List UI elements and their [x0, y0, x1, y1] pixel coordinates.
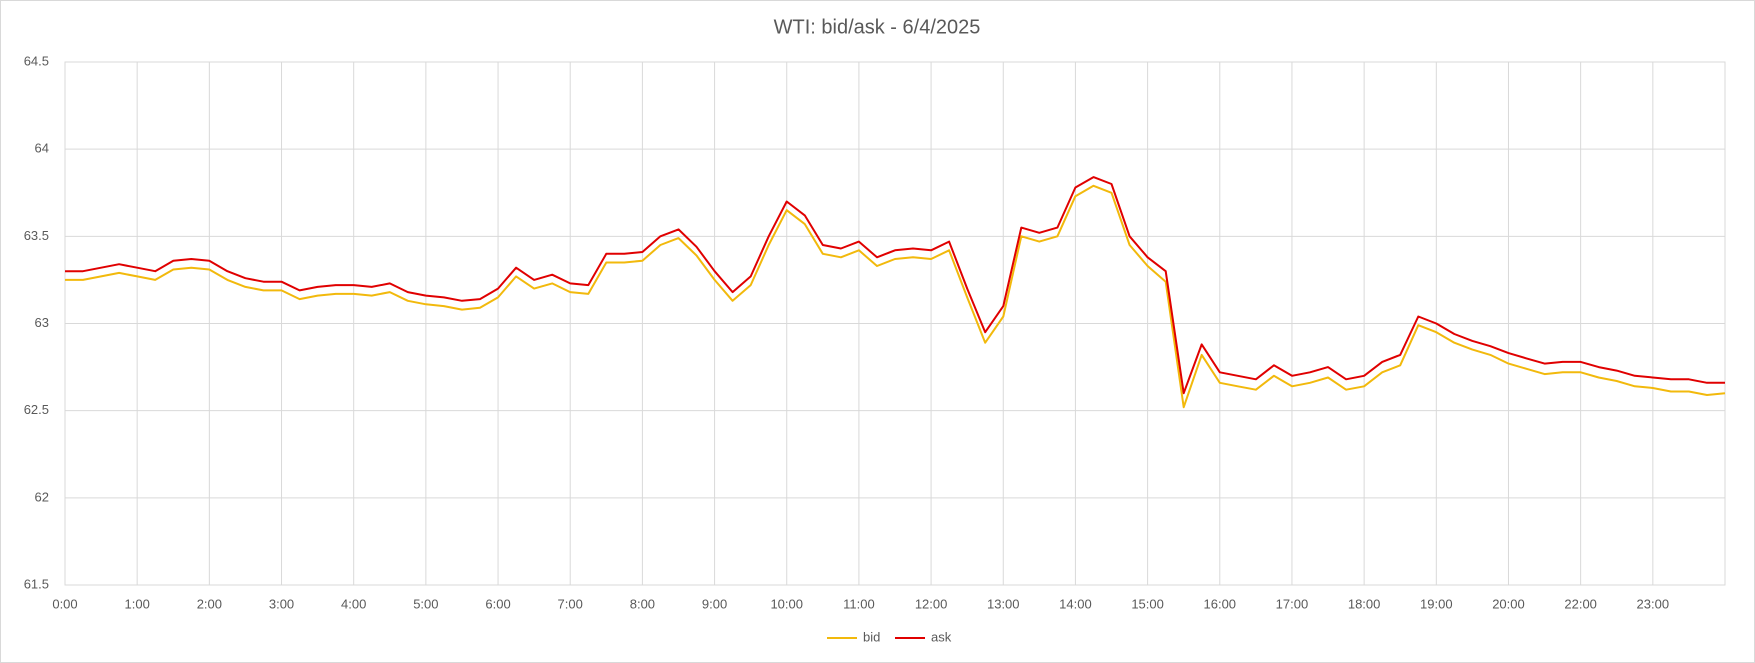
- x-tick-label: 18:00: [1348, 596, 1381, 611]
- series-line: [65, 184, 1726, 409]
- x-tick-label: 22:00: [1564, 596, 1597, 611]
- y-tick-label: 62.5: [24, 402, 49, 417]
- x-tick-label: 1:00: [125, 596, 150, 611]
- x-tick-label: 13:00: [987, 596, 1020, 611]
- x-tick-label: 19:00: [1420, 596, 1453, 611]
- x-tick-label: 4:00: [341, 596, 366, 611]
- x-tick-label: 17:00: [1276, 596, 1309, 611]
- x-tick-label: 5:00: [413, 596, 438, 611]
- x-tick-label: 9:00: [702, 596, 727, 611]
- legend-label: ask: [931, 629, 952, 644]
- x-tick-label: 6:00: [485, 596, 510, 611]
- y-tick-label: 61.5: [24, 576, 49, 591]
- x-tick-label: 0:00: [52, 596, 77, 611]
- x-tick-label: 23:00: [1637, 596, 1670, 611]
- y-tick-label: 64: [35, 141, 49, 156]
- x-tick-label: 16:00: [1204, 596, 1237, 611]
- x-tick-label: 10:00: [770, 596, 803, 611]
- legend-label: bid: [863, 629, 880, 644]
- x-tick-label: 12:00: [915, 596, 948, 611]
- x-tick-label: 20:00: [1492, 596, 1525, 611]
- y-tick-label: 63.5: [24, 228, 49, 243]
- x-tick-label: 15:00: [1131, 596, 1164, 611]
- y-tick-label: 64.5: [24, 53, 49, 68]
- y-tick-label: 63: [35, 315, 49, 330]
- x-tick-label: 11:00: [843, 596, 875, 611]
- chart-title: WTI: bid/ask - 6/4/2025: [774, 16, 981, 38]
- x-tick-label: 2:00: [197, 596, 222, 611]
- x-tick-label: 8:00: [630, 596, 655, 611]
- x-tick-label: 14:00: [1059, 596, 1092, 611]
- x-tick-label: 7:00: [558, 596, 583, 611]
- x-tick-label: 3:00: [269, 596, 294, 611]
- y-tick-label: 62: [35, 489, 49, 504]
- series-line: [65, 176, 1725, 395]
